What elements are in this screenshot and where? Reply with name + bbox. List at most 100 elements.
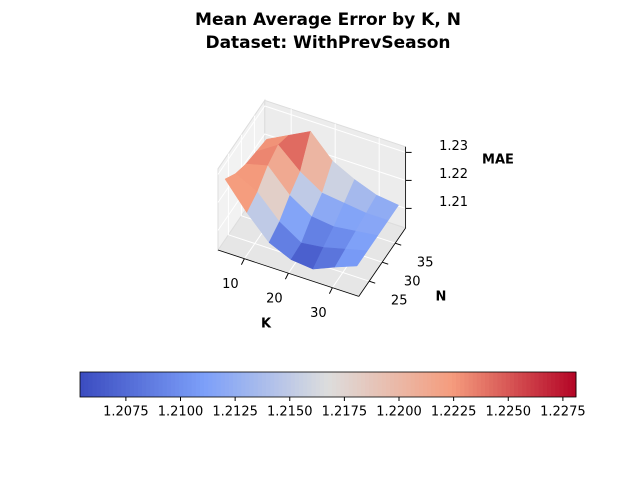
colorbar-swatch: [381, 372, 387, 397]
colorbar-swatch: [253, 372, 259, 397]
y-tick-label: 35: [417, 256, 434, 271]
colorbar-swatch: [266, 372, 271, 397]
colorbar-swatch: [340, 372, 346, 397]
colorbar-swatch: [191, 372, 197, 397]
colorbar-swatch: [195, 372, 201, 397]
colorbar-swatch: [179, 372, 184, 397]
colorbar-swatch: [365, 372, 370, 397]
colorbar-swatch: [559, 372, 565, 397]
colorbar-swatch: [96, 372, 102, 397]
colorbar-swatch: [290, 372, 296, 397]
colorbar-swatch: [435, 372, 441, 397]
colorbar-swatch: [249, 372, 255, 397]
colorbar-swatch: [472, 372, 478, 397]
colorbar-swatch: [373, 372, 379, 397]
colorbar-swatch: [514, 372, 519, 397]
surface-patch: [334, 248, 368, 268]
colorbar-swatch: [427, 372, 432, 397]
colorbar-swatch: [460, 372, 465, 397]
colorbar-swatch: [166, 372, 172, 397]
z-tick-label: 1.21: [439, 195, 468, 210]
colorbar-swatch: [390, 372, 395, 397]
colorbar-swatch: [146, 372, 151, 397]
colorbar-swatch: [108, 372, 114, 397]
colorbar-swatch: [385, 372, 391, 397]
colorbar-swatch: [208, 372, 213, 397]
colorbar-tick-label: 1.2150: [267, 405, 313, 420]
colorbar-swatch: [447, 372, 453, 397]
colorbar-swatch: [274, 372, 279, 397]
colorbar-swatch: [542, 372, 548, 397]
colorbar-swatch: [117, 372, 122, 397]
y-tick: [369, 280, 376, 284]
colorbar-swatch: [224, 372, 230, 397]
colorbar-swatch: [547, 372, 552, 397]
colorbar-swatch: [485, 372, 490, 397]
colorbar-swatch: [187, 372, 193, 397]
colorbar-swatch: [133, 372, 139, 397]
chart-subtitle: Dataset: WithPrevSeason: [205, 33, 450, 53]
colorbar-swatch: [294, 372, 300, 397]
colorbar-swatch: [113, 372, 118, 397]
colorbar-swatch: [509, 372, 515, 397]
colorbar-swatch: [414, 372, 420, 397]
colorbar-swatch: [158, 372, 164, 397]
colorbar-swatch: [406, 372, 412, 397]
y-tick-label: 25: [391, 294, 408, 309]
colorbar-swatch: [493, 372, 498, 397]
colorbar-swatch: [216, 372, 222, 397]
colorbar-swatch: [452, 372, 457, 397]
colorbar-swatch: [245, 372, 250, 397]
colorbar-swatch: [456, 372, 461, 397]
colorbar-swatch: [241, 372, 246, 397]
colorbar-tick-label: 1.2100: [158, 405, 204, 420]
colorbar-swatch: [142, 372, 147, 397]
colorbar-swatch: [137, 372, 143, 397]
grid-line: [217, 105, 406, 175]
colorbar-swatch: [84, 372, 89, 397]
colorbar-swatch: [497, 372, 503, 397]
chart-title: Mean Average Error by K, N: [195, 10, 461, 30]
colorbar-swatch: [567, 372, 573, 397]
colorbar-swatch: [204, 372, 209, 397]
colorbar-swatch: [418, 372, 424, 397]
colorbar-swatch: [303, 372, 308, 397]
colorbar-swatch: [464, 372, 470, 397]
z-axis-label: MAE: [482, 153, 514, 168]
colorbar-swatch: [212, 372, 217, 397]
colorbar-swatch: [154, 372, 160, 397]
colorbar-frame: [79, 371, 577, 398]
colorbar-swatch: [336, 372, 341, 397]
colorbar-swatch: [555, 372, 560, 397]
colorbar-swatch: [100, 372, 106, 397]
colorbar-swatch: [150, 372, 155, 397]
colorbar-swatch: [307, 372, 312, 397]
colorbar-swatch: [534, 372, 540, 397]
colorbar-swatch: [423, 372, 428, 397]
colorbar-swatch: [125, 372, 131, 397]
colorbar-swatch: [518, 372, 523, 397]
colorbar-swatch: [270, 372, 275, 397]
y-axis-line: [358, 227, 406, 297]
colorbar-swatch: [344, 372, 350, 397]
colorbar-swatch: [332, 372, 337, 397]
colorbar-swatch: [431, 372, 436, 397]
colorbar-swatch: [505, 372, 511, 397]
colorbar-swatch: [261, 372, 267, 397]
y-axis-label: N: [436, 290, 447, 305]
x-tick: [284, 272, 289, 280]
x-tick: [240, 258, 245, 265]
colorbar-swatch: [361, 372, 366, 397]
colorbar-swatch: [526, 372, 532, 397]
x-axis-label: K: [261, 317, 272, 332]
colorbar-swatch: [468, 372, 474, 397]
colorbar-swatch: [183, 372, 188, 397]
y-tick: [382, 261, 389, 265]
colorbar-swatch: [286, 372, 292, 397]
colorbar: 1.2075 1.2100 1.2125 1.2150 1.2175 1.2200 1.22…: [79, 371, 586, 420]
colorbar-swatch: [315, 372, 321, 397]
colorbar-swatch: [199, 372, 205, 397]
colorbar-swatch: [522, 372, 527, 397]
colorbar-swatch: [228, 372, 234, 397]
